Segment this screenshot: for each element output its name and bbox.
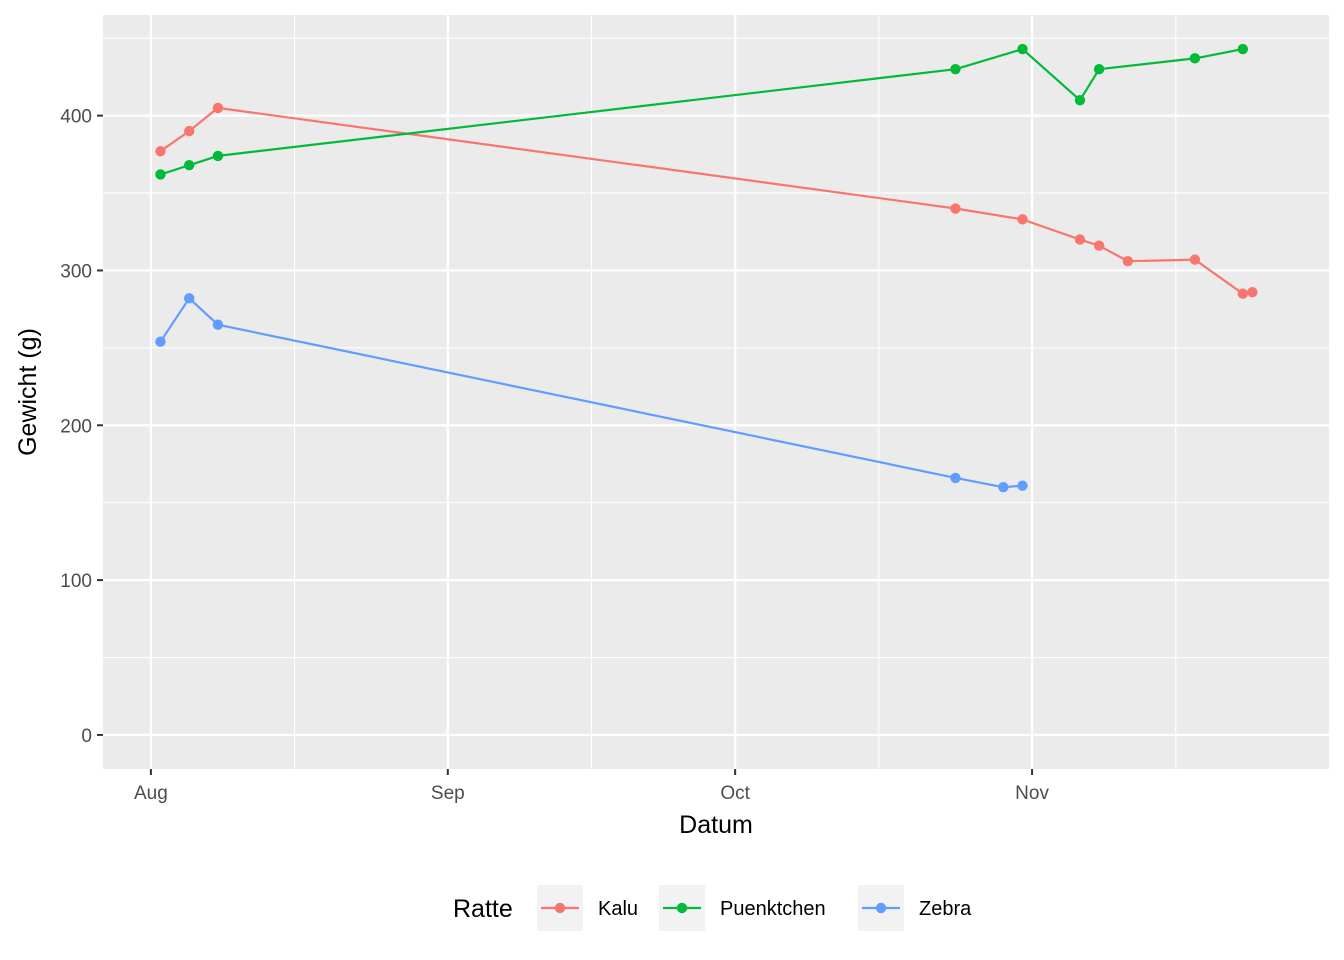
major-gridlines — [103, 15, 1329, 769]
data-point — [184, 159, 195, 171]
y-tick-label: 400 — [60, 107, 92, 128]
data-point — [1189, 254, 1201, 265]
data-point — [1247, 286, 1258, 298]
data-point — [1017, 214, 1028, 225]
y-tick-label: 200 — [60, 416, 92, 437]
x-tick-label: Aug — [134, 783, 168, 804]
data-point — [1237, 288, 1248, 299]
data-point — [950, 472, 961, 484]
data-point — [1189, 53, 1201, 64]
data-point — [950, 63, 961, 75]
x-tick-label: Oct — [720, 783, 750, 804]
data-point — [155, 169, 166, 180]
data-point — [1074, 234, 1086, 245]
data-point — [1122, 255, 1134, 267]
data-point — [1074, 94, 1086, 106]
y-axis-title: Gewicht (g) — [14, 328, 42, 456]
y-axis: 0 100 200 300 400 — [60, 107, 103, 747]
legend-key-point — [875, 902, 887, 914]
y-tick-label: 300 — [60, 261, 92, 282]
data-point — [212, 319, 224, 330]
plot-panel — [103, 15, 1329, 769]
x-axis: Aug Sep Oct Nov — [134, 769, 1049, 804]
data-point — [950, 203, 961, 214]
x-axis-title: Datum — [679, 811, 753, 839]
series-layer — [155, 43, 1258, 493]
data-point — [184, 125, 195, 137]
data-point — [155, 336, 166, 347]
data-point — [155, 146, 166, 157]
data-point — [184, 293, 195, 304]
legend-label-puenktchen: Puenktchen — [720, 898, 826, 920]
data-point — [998, 482, 1009, 493]
data-point — [1093, 240, 1105, 251]
series-kalu — [155, 102, 1258, 299]
data-point — [1017, 43, 1028, 55]
data-point — [1093, 63, 1105, 75]
legend-label-kalu: Kalu — [598, 898, 638, 920]
legend-title: Ratte — [453, 895, 513, 923]
y-tick-label: 0 — [81, 726, 92, 747]
series-zebra — [155, 293, 1028, 493]
y-tick-label: 100 — [60, 571, 92, 592]
legend-label-zebra: Zebra — [919, 898, 972, 920]
x-tick-label: Nov — [1015, 783, 1049, 804]
legend-key-point — [676, 902, 688, 914]
data-point — [1237, 43, 1248, 55]
data-point — [212, 150, 224, 162]
x-tick-label: Sep — [431, 783, 465, 804]
data-point — [212, 102, 224, 114]
data-point — [1017, 480, 1028, 491]
legend-key-point — [554, 902, 566, 914]
series-puenktchen — [155, 43, 1248, 180]
minor-gridlines — [103, 15, 1329, 769]
legend: Ratte Kalu Puenktchen Zebra — [453, 885, 972, 931]
